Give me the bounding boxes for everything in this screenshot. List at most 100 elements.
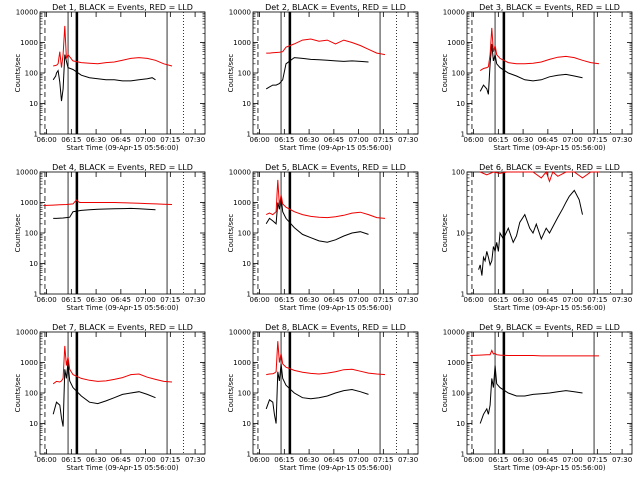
chart-det-9: Det 9, BLACK = Events, RED = LLD 1 10 100 10…: [441, 323, 633, 472]
y-tick-label: 100: [238, 230, 251, 238]
x-tick-label: 07:00: [349, 296, 369, 304]
chart-title: Det 1, BLACK = Events, RED = LLD: [52, 3, 193, 12]
x-tick-label: 07:00: [563, 136, 583, 144]
y-tick-label: 10000: [16, 329, 38, 337]
chart-det-7: Det 7, BLACK = Events, RED = LLD 1 10 100 10…: [14, 323, 206, 472]
chart-det-4: Det 4, BLACK = Events, RED = LLD 1 10 100 10…: [14, 163, 206, 312]
chart-det-5: Det 5, BLACK = Events, RED = LLD 1 10 100 10…: [227, 163, 419, 312]
x-tick-label: 06:30: [86, 456, 106, 464]
y-tick-label: 1000: [447, 39, 465, 47]
x-tick-label: 07:00: [136, 136, 156, 144]
x-tick-label: 06:45: [111, 296, 131, 304]
y-axis-label: Counts/sec: [227, 54, 235, 93]
x-tick-label: 06:30: [513, 456, 533, 464]
series-line-red: [43, 199, 173, 206]
y-tick-label: 100: [25, 390, 38, 398]
x-tick-label: 06:45: [324, 456, 344, 464]
y-tick-label: 1: [247, 451, 251, 459]
x-axis-label: Start Time (09-Apr-15 05:56:00): [66, 144, 178, 152]
x-axis-label: Start Time (09-Apr-15 05:56:00): [493, 304, 605, 312]
x-tick-label: 06:15: [274, 456, 294, 464]
x-tick-label: 07:30: [612, 296, 632, 304]
plot-frame: [252, 171, 419, 295]
y-tick-label: 1000: [20, 39, 38, 47]
series-line-red: [479, 27, 600, 72]
x-tick-label: 07:00: [136, 456, 156, 464]
y-axis-label: Counts/sec: [227, 214, 235, 253]
x-tick-label: 07:15: [160, 296, 180, 304]
x-tick-label: 06:30: [513, 136, 533, 144]
x-tick-label: 06:15: [488, 456, 508, 464]
x-tick-label: 07:00: [563, 296, 583, 304]
y-axis-label: Counts/sec: [14, 214, 22, 253]
y-tick-label: 1000: [20, 359, 38, 367]
y-tick-label: 10000: [229, 329, 251, 337]
series-line-black: [265, 57, 369, 90]
x-tick-label: 07:30: [398, 136, 418, 144]
x-tick-label: 07:15: [373, 456, 393, 464]
x-tick-label: 07:00: [349, 136, 369, 144]
x-tick-label: 06:15: [488, 296, 508, 304]
y-axis-label: Counts/sec: [227, 374, 235, 413]
y-tick-label: 100: [452, 70, 465, 78]
x-tick-label: 06:45: [538, 136, 558, 144]
series-line-black: [52, 362, 156, 427]
chart-title: Det 7, BLACK = Events, RED = LLD: [52, 323, 193, 332]
y-axis-label: Counts/sec: [441, 214, 449, 253]
chart-title: Det 2, BLACK = Events, RED = LLD: [265, 3, 406, 12]
x-tick-label: 07:15: [587, 456, 607, 464]
x-tick-label: 07:30: [398, 296, 418, 304]
x-tick-label: 06:15: [274, 296, 294, 304]
x-axis-label: Start Time (09-Apr-15 05:56:00): [66, 464, 178, 472]
x-tick-label: 07:15: [160, 136, 180, 144]
x-tick-label: 06:00: [37, 136, 57, 144]
y-tick-label: 100: [25, 230, 38, 238]
x-tick-label: 06:45: [111, 136, 131, 144]
y-tick-label: 1: [461, 131, 465, 139]
series-line-red: [266, 38, 386, 56]
x-tick-label: 06:45: [111, 456, 131, 464]
chart-title: Det 5, BLACK = Events, RED = LLD: [265, 163, 406, 172]
x-tick-label: 07:30: [398, 456, 418, 464]
y-tick-label: 10: [242, 100, 251, 108]
plot-frame: [39, 171, 206, 295]
series-line-red: [265, 179, 386, 219]
y-tick-label: 10: [456, 230, 465, 238]
x-tick-label: 06:15: [61, 136, 81, 144]
x-tick-label: 06:15: [61, 296, 81, 304]
x-tick-label: 06:45: [324, 296, 344, 304]
x-tick-label: 07:15: [373, 296, 393, 304]
x-tick-label: 07:15: [160, 456, 180, 464]
y-tick-label: 10: [456, 420, 465, 428]
chart-title: Det 9, BLACK = Events, RED = LLD: [479, 323, 620, 332]
x-tick-label: 06:30: [299, 296, 319, 304]
y-tick-label: 10000: [229, 169, 251, 177]
x-tick-label: 06:00: [250, 296, 270, 304]
y-tick-label: 100: [452, 390, 465, 398]
x-tick-label: 06:30: [86, 136, 106, 144]
y-tick-label: 10000: [229, 9, 251, 17]
y-tick-label: 1: [247, 291, 251, 299]
x-tick-label: 06:15: [61, 456, 81, 464]
y-tick-label: 10: [29, 100, 38, 108]
x-tick-label: 07:30: [612, 136, 632, 144]
x-tick-label: 07:00: [136, 296, 156, 304]
x-tick-label: 06:45: [324, 136, 344, 144]
x-tick-label: 07:30: [185, 296, 205, 304]
y-tick-label: 1: [461, 451, 465, 459]
x-tick-label: 07:15: [587, 136, 607, 144]
series-line-black: [479, 365, 583, 424]
series-line-red: [266, 341, 386, 376]
y-tick-label: 10: [29, 420, 38, 428]
y-tick-label: 10000: [443, 329, 465, 337]
x-tick-label: 06:00: [464, 296, 484, 304]
x-tick-label: 06:15: [274, 136, 294, 144]
x-tick-label: 06:30: [513, 296, 533, 304]
x-tick-label: 06:00: [464, 456, 484, 464]
y-tick-label: 1: [34, 131, 38, 139]
y-tick-label: 10000: [443, 9, 465, 17]
y-tick-label: 1000: [447, 359, 465, 367]
x-tick-label: 07:15: [373, 136, 393, 144]
y-tick-label: 10000: [16, 169, 38, 177]
